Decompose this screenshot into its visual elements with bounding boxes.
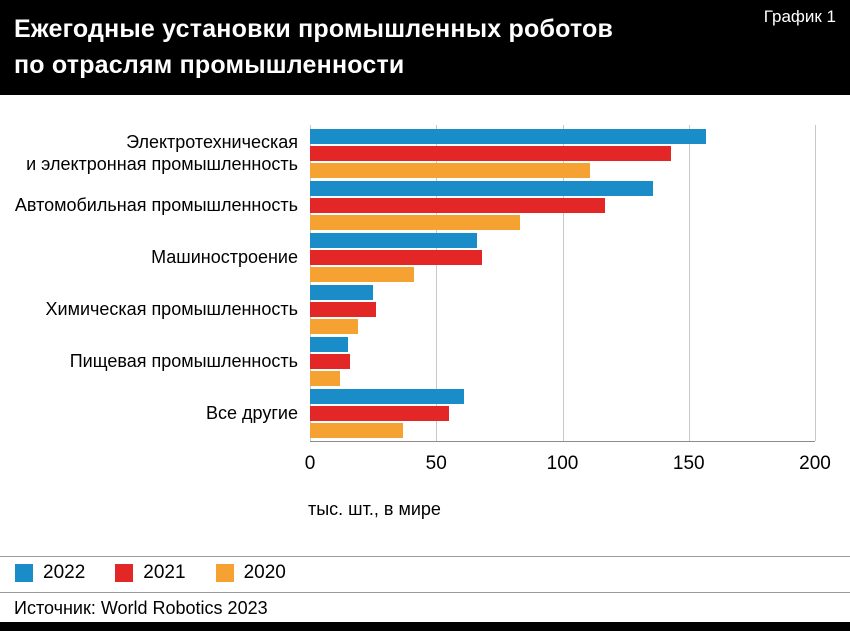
bar-group <box>310 388 815 438</box>
category-group: Автомобильная промышленность <box>0 179 850 231</box>
figure-number: График 1 <box>763 7 836 26</box>
bar-group <box>310 128 815 178</box>
gridline <box>815 125 816 441</box>
gridline <box>310 125 311 441</box>
chart-title: Ежегодные установки промышленных роботов… <box>14 11 613 83</box>
chart-rows: Электротехническая и электронная промышл… <box>0 127 850 439</box>
bar-group <box>310 180 815 230</box>
x-tick-label: 100 <box>546 453 579 474</box>
source-footer: Источник: World Robotics 2023 <box>14 598 268 619</box>
bar-2022 <box>310 284 374 300</box>
bottom-bar <box>0 622 850 631</box>
category-label: Пищевая промышленность <box>69 351 298 371</box>
bar-2022 <box>310 180 654 196</box>
bar-2021 <box>310 249 482 265</box>
category-group: Электротехническая и электронная промышл… <box>0 127 850 179</box>
bar-2022 <box>310 232 477 248</box>
gridline <box>688 125 690 441</box>
legend-label: 2022 <box>43 562 86 583</box>
category-group: Машиностроение <box>0 231 850 283</box>
legend-swatch <box>15 564 33 582</box>
legend-swatch <box>115 564 134 582</box>
bar-2022 <box>310 336 348 352</box>
legend-label: 2021 <box>143 562 186 583</box>
legend-item-2022: 2022 <box>15 562 85 584</box>
legend-swatch <box>215 564 234 582</box>
category-label: Автомобильная промышленность <box>14 195 298 215</box>
bar-2021 <box>310 301 376 317</box>
bar-2022 <box>310 388 465 404</box>
bar-2020 <box>310 214 520 230</box>
category-label: Все другие <box>206 403 298 423</box>
gridline <box>562 125 564 441</box>
bar-2020 <box>310 370 341 386</box>
category-group: Все другие <box>0 387 850 439</box>
x-axis-ticks: 0 50 100 150 200 <box>305 453 831 477</box>
category-group: Химическая промышленность <box>0 283 850 335</box>
legend-item-2020: 2020 <box>215 562 286 584</box>
x-tick-label: 50 <box>425 453 447 474</box>
bar-2021 <box>310 405 449 421</box>
legend-item-2021: 2021 <box>115 562 186 584</box>
bar-2021 <box>310 197 606 213</box>
bar-2021 <box>310 353 351 369</box>
chart-header: Ежегодные установки промышленных роботов… <box>0 0 850 95</box>
x-tick-label: 150 <box>672 453 705 474</box>
category-label: Химическая промышленность <box>45 299 298 319</box>
bar-2020 <box>310 422 404 438</box>
x-tick-label: 0 <box>304 453 316 474</box>
chart-title-line2: по отраслям промышленности <box>14 51 405 79</box>
x-tick-label: 200 <box>799 453 831 474</box>
bar-2020 <box>310 162 591 178</box>
category-group: Пищевая промышленность <box>0 335 850 387</box>
separator-above-legend <box>0 556 850 557</box>
separator-above-source <box>0 592 850 593</box>
gridline <box>436 125 438 441</box>
legend-label: 2020 <box>243 562 286 583</box>
category-label: Электротехническая и электронная промышл… <box>26 132 298 174</box>
gridlines-layer <box>310 125 816 442</box>
bar-2020 <box>310 266 414 282</box>
bar-group <box>310 336 815 386</box>
bar-group <box>310 284 815 334</box>
chart-title-line1: Ежегодные установки промышленных роботов <box>14 15 614 43</box>
x-axis-label: тыс. шт., в мире <box>308 499 441 519</box>
legend: 2022 2021 2020 <box>15 562 286 584</box>
bar-2020 <box>310 318 358 334</box>
category-label: Машиностроение <box>151 247 298 267</box>
bar-2021 <box>310 145 672 161</box>
source-text: Источник: World Robotics 2023 <box>14 598 268 618</box>
bar-2022 <box>310 128 707 144</box>
bar-group <box>310 232 815 282</box>
